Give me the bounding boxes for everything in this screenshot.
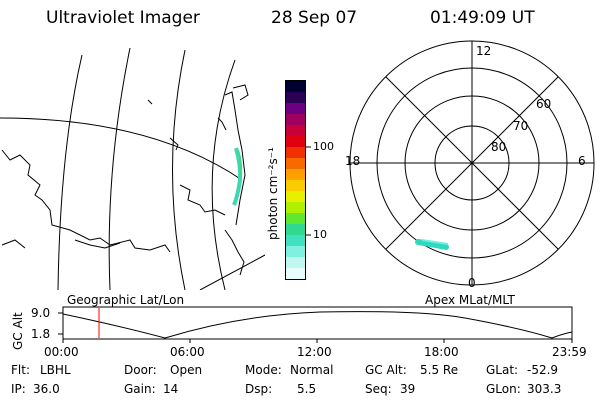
param-dsp-value: 5.5 (297, 382, 317, 396)
colorbar-swatch (286, 92, 305, 103)
colorbar-swatch (286, 257, 305, 268)
aurora-oval-polar (415, 239, 449, 250)
colorbar-swatch (286, 235, 305, 246)
param-ip-label: IP: (11, 382, 26, 396)
colorbar-tick-10: 10 (313, 228, 327, 241)
timeline-xtick: 00:00 (44, 345, 79, 359)
colorbar-swatch (286, 103, 305, 114)
timeline-xtick: 18:00 (424, 345, 459, 359)
param-dsp-label: Dsp: (245, 382, 273, 396)
param-seq-value: 39 (400, 382, 416, 396)
date-label: 28 Sep 07 (271, 8, 358, 28)
apex-label: Apex MLat/MLT (425, 293, 515, 307)
lat-label-80: 80 (491, 140, 507, 154)
coastline (224, 229, 245, 276)
colorbar-unit-label: photon cm⁻²s⁻¹ (266, 147, 280, 240)
meridian-line (108, 47, 131, 290)
mlt-label-12: 12 (476, 44, 492, 58)
mlt-label-0: 0 (468, 276, 476, 290)
meridian-line (172, 49, 186, 290)
param-flt-label: Flt: (11, 363, 30, 377)
param-gcalt-value: 5.5 Re (420, 363, 459, 377)
colorbar-tick-100: 100 (313, 140, 334, 153)
colorbar-swatch (286, 180, 305, 191)
coastline (74, 239, 121, 249)
param-glat-label: GLat: (486, 363, 519, 377)
timeline-xtick: 23:59 (552, 345, 587, 359)
colorbar-swatch (286, 147, 305, 158)
coastline (1, 239, 26, 249)
lat-label-60: 60 (536, 97, 552, 111)
param-mode-value: Normal (290, 363, 334, 377)
colorbar-swatch (286, 202, 305, 213)
coastline (224, 91, 246, 226)
param-glon-label: GLon: (486, 382, 521, 396)
coastline (147, 99, 153, 105)
param-door-label: Door: (124, 363, 157, 377)
coastline (1, 149, 171, 253)
param-glon-value: 303.3 (527, 382, 562, 396)
param-gain-value: 14 (163, 382, 179, 396)
mlt-label-18: 18 (345, 154, 361, 168)
param-door-value: Open (170, 363, 203, 377)
coastline (217, 117, 227, 131)
colorbar-swatch (286, 125, 305, 136)
latitude-line (0, 117, 243, 181)
param-seq-label: Seq: (365, 382, 392, 396)
param-mode-label: Mode: (245, 363, 282, 377)
colorbar-swatch (286, 224, 305, 235)
time-label: 01:49:09 UT (430, 8, 535, 28)
param-glat-value: -52.9 (527, 363, 559, 377)
param-ip-value: 36.0 (33, 382, 60, 396)
timeline-xtick: 06:00 (170, 345, 205, 359)
colorbar-swatch (286, 191, 305, 202)
colorbar-swatch (286, 213, 305, 224)
colorbar-swatch (286, 81, 305, 92)
meridian-line (211, 59, 236, 290)
lat-label-70: 70 (513, 119, 529, 133)
timeline-axis-label: GC Alt (11, 312, 25, 350)
colorbar (285, 80, 306, 280)
colorbar-swatch (286, 268, 305, 279)
timeline-ytick-low: 1.8 (31, 327, 51, 341)
timeline-ytick-high: 9.0 (31, 306, 51, 320)
latitude-line (199, 254, 265, 290)
colorbar-swatch (286, 169, 305, 180)
geographic-label: Geographic Lat/Lon (67, 293, 185, 307)
colorbar-swatch (286, 114, 305, 125)
param-flt-value: LBHL (40, 363, 71, 377)
footer-params: Flt: LBHL Door: Open Mode: Normal GC Alt… (0, 363, 600, 399)
colorbar-swatch (286, 158, 305, 169)
mlt-label-6: 6 (578, 154, 586, 168)
colorbar-swatch (286, 246, 305, 257)
aurora-arc-map (232, 147, 243, 206)
instrument-title: Ultraviolet Imager (46, 8, 200, 28)
meridian-line (57, 54, 83, 290)
coastline (169, 137, 179, 151)
coastline (232, 84, 249, 101)
altitude-curve (62, 311, 573, 339)
param-gcalt-label: GC Alt: (365, 363, 407, 377)
colorbar-swatch (286, 136, 305, 147)
coastline (179, 184, 226, 216)
param-gain-label: Gain: (124, 382, 156, 396)
timeline-xtick: 12:00 (297, 345, 332, 359)
